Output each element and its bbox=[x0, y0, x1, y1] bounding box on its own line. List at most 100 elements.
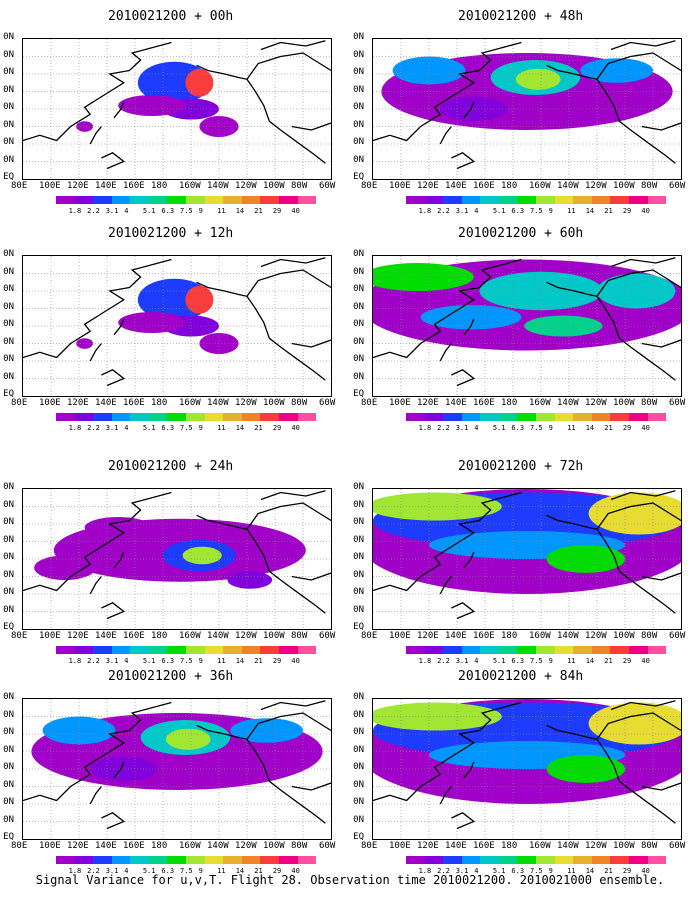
panel-title: 2010021200 + 60h bbox=[458, 226, 584, 241]
x-tick-label: 140W bbox=[207, 181, 229, 191]
x-tick-label: 60W bbox=[669, 181, 686, 191]
y-tick-label: 0N bbox=[3, 102, 14, 112]
coastline bbox=[291, 339, 331, 348]
colorbar-label: 2.2 bbox=[87, 424, 100, 432]
coastline bbox=[89, 343, 102, 362]
x-tick-label: 160W bbox=[179, 841, 201, 851]
colorbar-label: 7.5 bbox=[180, 657, 193, 665]
colorbar-label: 9 bbox=[198, 657, 203, 665]
y-tick-label: 0N bbox=[3, 266, 14, 277]
colorbar-label: 14 bbox=[585, 867, 595, 875]
forecast-panel: 2010021200 + 72h EQ 0N 0N 0N 0N 0N 0N 0N 0N 80E 100… bbox=[350, 450, 700, 667]
coastline bbox=[89, 576, 102, 595]
colorbar-swatch bbox=[517, 413, 537, 421]
colorbar-label: 4 bbox=[474, 424, 479, 432]
colorbar-label: 5.1 bbox=[492, 424, 506, 432]
coastline bbox=[291, 572, 331, 581]
y-tick-label: 0N bbox=[3, 587, 14, 597]
panel-title: 2010021200 + 72h bbox=[458, 459, 584, 474]
colorbar-label: 9 bbox=[548, 424, 553, 432]
colorbar-swatch bbox=[186, 413, 205, 421]
x-tick-label: 100E bbox=[389, 181, 411, 191]
y-tick-label: 0N bbox=[353, 336, 364, 347]
x-tick-label: 80E bbox=[11, 631, 28, 641]
x-tick-label: 120E bbox=[67, 841, 89, 851]
colorbar-label: 21 bbox=[604, 207, 613, 215]
colorbar-swatch bbox=[443, 856, 462, 864]
variance-contour bbox=[479, 271, 603, 311]
colorbar-label: 29 bbox=[622, 424, 632, 432]
colorbar-swatch bbox=[573, 196, 592, 204]
x-tick-label: 160E bbox=[473, 841, 495, 851]
colorbar-swatch bbox=[480, 413, 499, 421]
colorbar-label: 7.5 bbox=[180, 867, 193, 875]
colorbar-swatch bbox=[74, 196, 94, 204]
x-tick-label: 80W bbox=[291, 841, 308, 851]
variance-contour bbox=[34, 555, 96, 580]
y-tick-label: 0N bbox=[3, 499, 14, 510]
x-tick-label: 180 bbox=[501, 841, 518, 851]
y-tick-label: 0N bbox=[3, 301, 14, 312]
x-tick-label: 140E bbox=[95, 631, 117, 641]
coastline bbox=[196, 64, 326, 164]
colorbar-swatch bbox=[297, 196, 317, 204]
y-tick-label: 0N bbox=[353, 762, 364, 772]
y-tick-label: 0N bbox=[353, 744, 364, 755]
x-tick-label: 140E bbox=[95, 841, 117, 851]
y-tick-label: EQ bbox=[353, 389, 364, 399]
coastline bbox=[596, 269, 681, 297]
colorbar-swatch bbox=[111, 646, 131, 654]
x-tick-label: 160W bbox=[179, 631, 201, 641]
colorbar-label: 1.8 bbox=[68, 657, 82, 665]
y-tick-label: 0N bbox=[3, 49, 14, 60]
map-plot bbox=[372, 255, 682, 397]
colorbar-label: 29 bbox=[622, 867, 632, 875]
y-tick-label: 0N bbox=[353, 49, 364, 60]
colorbar-label: 5.1 bbox=[142, 424, 156, 432]
coastline bbox=[101, 812, 126, 830]
colorbar-label: 6.3 bbox=[511, 424, 525, 432]
y-tick-label: 0N bbox=[3, 154, 14, 165]
x-tick-label: 100W bbox=[263, 398, 285, 408]
colorbar-label: 2.2 bbox=[437, 424, 450, 432]
colorbar-label: 14 bbox=[235, 657, 245, 665]
colorbar-label: 7.5 bbox=[530, 424, 543, 432]
coastline bbox=[641, 339, 681, 348]
x-tick-label: 180 bbox=[151, 398, 168, 408]
colorbar-swatch bbox=[148, 196, 168, 204]
colorbar-label: 14 bbox=[585, 207, 595, 215]
map-plot bbox=[22, 255, 332, 397]
x-tick-label: 100W bbox=[263, 181, 285, 191]
colorbar-swatch bbox=[536, 196, 555, 204]
colorbar-label: 5.1 bbox=[142, 657, 156, 665]
colorbar-swatch bbox=[130, 196, 149, 204]
colorbar-label: 40 bbox=[291, 207, 300, 215]
x-tick-label: 160W bbox=[529, 631, 551, 641]
colorbar-swatch bbox=[111, 856, 131, 864]
coastline bbox=[196, 281, 326, 381]
x-tick-label: 160W bbox=[529, 841, 551, 851]
colorbar bbox=[406, 196, 667, 204]
colorbar-label: 40 bbox=[641, 867, 650, 875]
colorbar-label: 7.5 bbox=[180, 424, 193, 432]
y-tick-label: 0N bbox=[353, 84, 364, 95]
x-tick-label: 180 bbox=[501, 181, 518, 191]
colorbar-label: 6.3 bbox=[161, 207, 175, 215]
colorbar-label: 14 bbox=[585, 657, 595, 665]
coastline bbox=[291, 782, 331, 791]
x-tick-label: 60W bbox=[319, 631, 336, 641]
coastline bbox=[260, 700, 326, 711]
x-tick-label: 140E bbox=[95, 398, 117, 408]
x-tick-label: 140W bbox=[557, 841, 579, 851]
colorbar-label: 3.1 bbox=[455, 207, 469, 215]
coastline bbox=[439, 786, 452, 805]
y-tick-label: 0N bbox=[3, 249, 14, 259]
colorbar bbox=[406, 646, 667, 654]
colorbar-swatch bbox=[278, 196, 298, 204]
colorbar-label: 1.8 bbox=[418, 657, 432, 665]
colorbar-label: 14 bbox=[585, 424, 595, 432]
y-tick-label: 0N bbox=[3, 137, 14, 147]
coastline bbox=[546, 724, 676, 824]
x-tick-label: 80W bbox=[641, 398, 658, 408]
colorbar-label: 6.3 bbox=[511, 657, 525, 665]
